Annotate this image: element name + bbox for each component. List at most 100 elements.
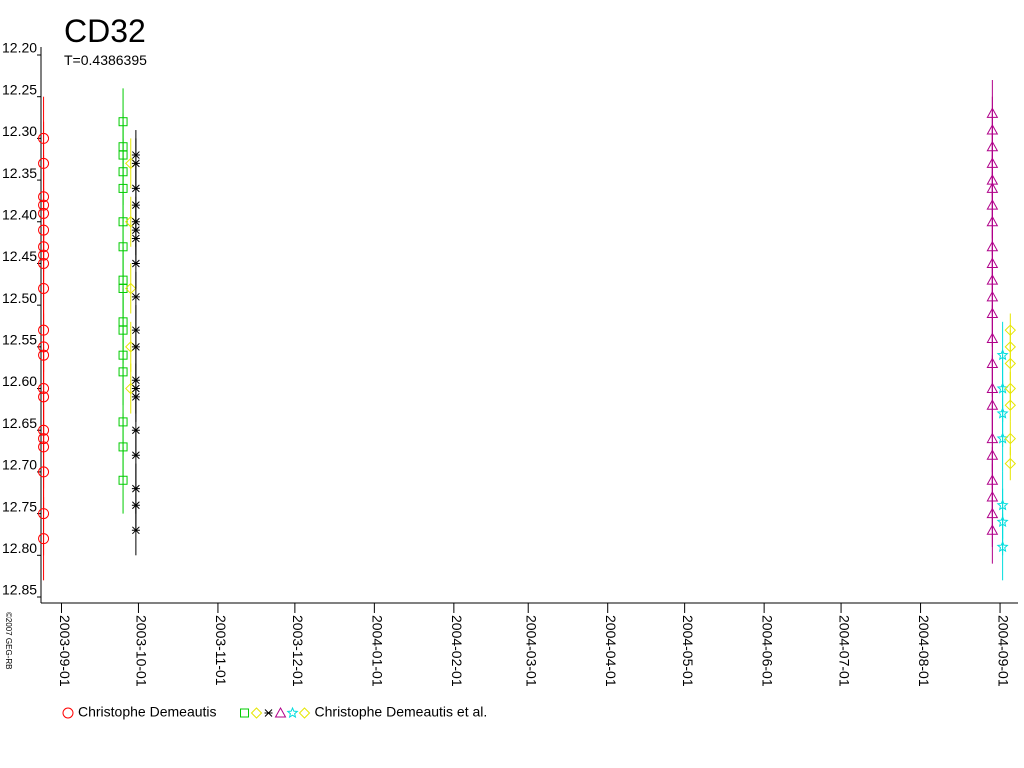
data-point <box>986 157 999 168</box>
x-tick-label: 2004-05-01 <box>680 615 696 687</box>
data-point <box>986 274 999 285</box>
data-point <box>131 292 140 301</box>
data-point <box>131 226 140 234</box>
data-point <box>38 132 50 144</box>
x-tick-label: 2003-11-01 <box>213 615 229 686</box>
legend-symbol <box>62 707 74 719</box>
x-tick-label: 2003-12-01 <box>290 615 306 687</box>
data-point <box>1004 457 1017 470</box>
y-tick-label: 12.45 <box>2 248 37 264</box>
x-tick-label: 2004-07-01 <box>836 615 852 687</box>
x-tick-label: 2004-06-01 <box>759 615 775 687</box>
data-point <box>1004 432 1017 445</box>
data-point <box>986 357 999 369</box>
x-tick-label: 2003-10-01 <box>134 615 150 687</box>
data-point <box>38 466 50 478</box>
legend-symbol <box>250 707 263 719</box>
legend-symbol <box>286 706 299 719</box>
data-point <box>996 432 1009 444</box>
data-point <box>118 242 128 252</box>
data-point <box>38 199 50 211</box>
data-point <box>131 526 140 535</box>
data-point <box>125 282 137 295</box>
data-point <box>131 384 140 393</box>
data-point <box>986 140 999 152</box>
data-point <box>118 150 128 160</box>
y-tick-label: 12.65 <box>2 415 37 431</box>
data-point <box>38 433 50 445</box>
data-point <box>38 441 50 453</box>
data-point <box>131 151 140 159</box>
legend-symbol <box>274 706 287 718</box>
data-point <box>131 426 140 435</box>
data-point <box>131 259 140 268</box>
data-point <box>38 241 50 253</box>
data-point <box>38 257 50 269</box>
data-point <box>1004 399 1017 411</box>
data-point <box>38 349 50 361</box>
data-point <box>986 507 999 519</box>
data-point <box>1004 324 1017 336</box>
data-point <box>118 167 128 177</box>
x-tick-label: 2004-01-01 <box>370 615 386 687</box>
y-tick-label: 12.75 <box>2 498 37 514</box>
y-tick-label: 12.80 <box>2 540 37 556</box>
data-point <box>986 332 999 344</box>
data-point <box>986 490 999 502</box>
data-point <box>986 307 999 318</box>
data-point <box>131 501 140 510</box>
data-point <box>38 282 50 294</box>
data-point <box>1004 357 1017 370</box>
legend-label: Christophe Demeautis <box>78 704 217 720</box>
data-point <box>131 484 140 493</box>
data-point <box>38 224 50 236</box>
data-point <box>131 326 140 335</box>
data-point <box>131 393 140 401</box>
x-tick-label: 2004-02-01 <box>449 615 465 687</box>
data-point <box>986 257 999 268</box>
data-point <box>986 124 999 135</box>
data-point <box>38 533 50 545</box>
data-point <box>38 341 50 353</box>
data-point <box>131 376 140 385</box>
data-point <box>131 451 140 460</box>
x-tick-label: 2004-04-01 <box>603 615 619 687</box>
y-tick-label: 12.85 <box>2 582 37 598</box>
data-point <box>38 391 50 403</box>
data-point <box>118 117 128 127</box>
data-point <box>986 199 999 210</box>
legend-symbol <box>264 709 273 717</box>
data-point <box>118 283 128 293</box>
legend-symbol <box>240 708 250 718</box>
data-point <box>118 325 128 335</box>
data-point <box>986 432 999 444</box>
data-point <box>996 382 1009 394</box>
y-tick-label: 12.40 <box>2 206 37 222</box>
data-point <box>118 475 128 485</box>
data-point <box>131 342 140 351</box>
data-point <box>986 524 999 535</box>
y-tick-label: 12.35 <box>2 165 37 181</box>
y-tick-label: 12.55 <box>2 332 37 348</box>
data-point <box>118 183 128 193</box>
data-point <box>131 201 140 209</box>
x-tick-label: 2004-03-01 <box>524 615 540 687</box>
data-point <box>118 217 128 227</box>
data-point <box>118 350 128 360</box>
x-tick-label: 2004-09-01 <box>995 615 1011 687</box>
credit: ©2007 GEG-RB <box>4 612 13 669</box>
chart-subtitle: T=0.4386395 <box>64 52 147 68</box>
data-point <box>38 424 50 436</box>
data-point <box>996 540 1009 553</box>
data-point <box>38 207 50 219</box>
data-point <box>131 234 140 243</box>
data-point <box>986 474 999 485</box>
data-point <box>986 449 999 460</box>
data-point <box>131 217 140 226</box>
data-point <box>986 290 999 302</box>
data-point <box>986 182 999 193</box>
data-point <box>118 417 128 427</box>
data-point <box>118 442 128 452</box>
data-point <box>38 324 50 336</box>
